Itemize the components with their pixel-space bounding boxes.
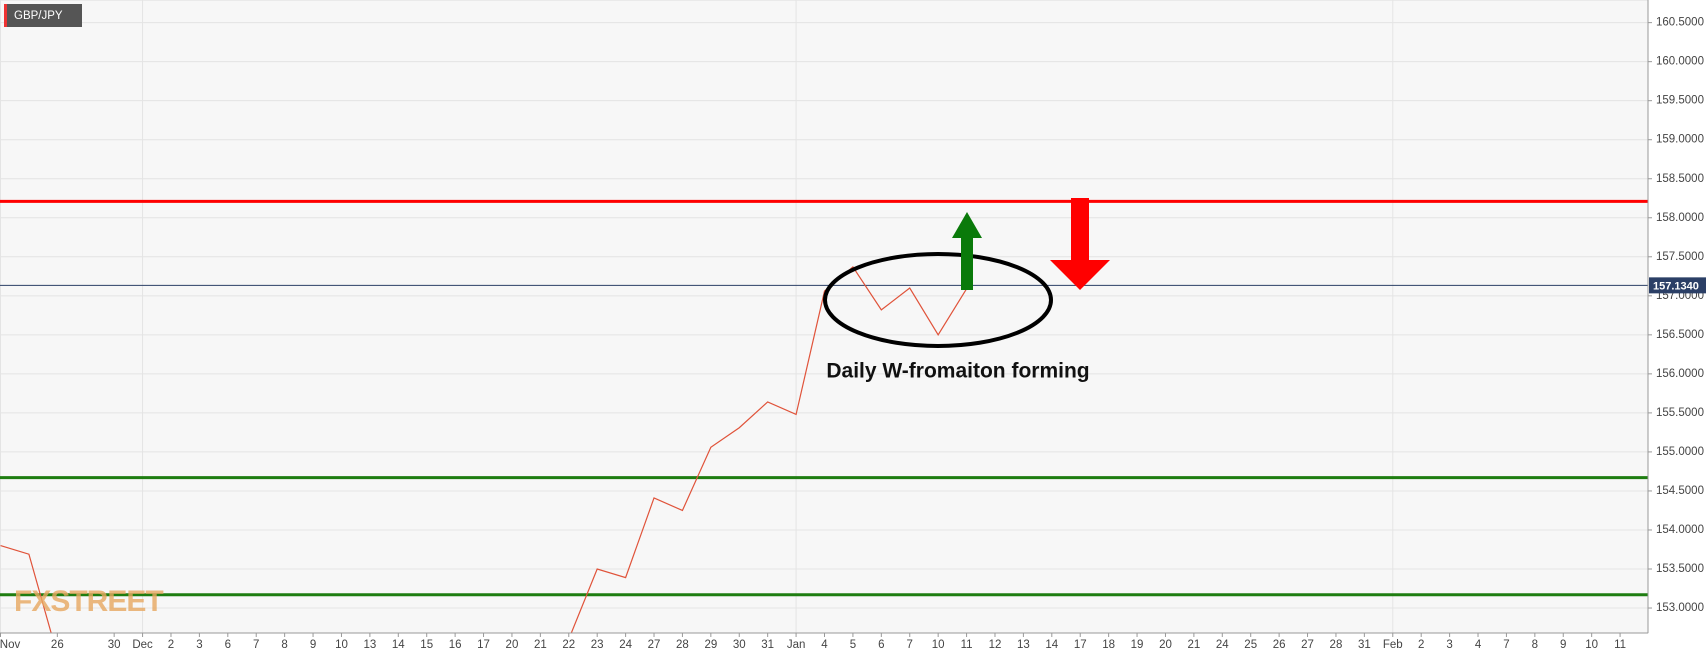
x-tick-label: 8 <box>281 639 287 651</box>
x-tick-label: 6 <box>878 639 884 651</box>
x-tick-label: 20 <box>506 639 519 651</box>
w-pattern-ellipse <box>823 252 1053 348</box>
x-tick-label: Feb <box>1383 639 1403 651</box>
x-tick-label: 25 <box>1244 639 1257 651</box>
x-tick-label: 8 <box>1532 639 1538 651</box>
x-tick-label: 26 <box>51 639 64 651</box>
series <box>0 266 968 633</box>
levels <box>0 199 1648 597</box>
x-tick-label: 16 <box>449 639 462 651</box>
x-tick-label: 14 <box>392 639 405 651</box>
x-tick-label: 17 <box>1074 639 1087 651</box>
x-tick-label: 15 <box>420 639 433 651</box>
x-tick-label: 17 <box>477 639 490 651</box>
y-tick-label: 153.5000 <box>1656 563 1704 575</box>
x-tick-label: Jan <box>787 639 806 651</box>
y-tick-label: 155.5000 <box>1656 407 1704 419</box>
x-tick-label: 27 <box>1301 639 1314 651</box>
chart-title: GBP/JPY <box>14 10 63 22</box>
y-tick-label: 157.5000 <box>1656 251 1704 263</box>
x-tick-label: 10 <box>335 639 348 651</box>
x-tick-label: 29 <box>704 639 717 651</box>
x-tick-label: 30 <box>108 639 121 651</box>
x-tick-label: 10 <box>1585 639 1598 651</box>
x-tick-label: 24 <box>619 639 632 651</box>
up-arrow <box>952 212 982 290</box>
price-line <box>0 266 968 633</box>
x-tick-label: 13 <box>1017 639 1030 651</box>
x-tick-label: 11 <box>1614 639 1626 651</box>
x-tick-label: 23 <box>591 639 604 651</box>
x-tick-label: 26 <box>1273 639 1286 651</box>
x-tick-label: Dec <box>132 639 153 651</box>
y-tick-label: 158.5000 <box>1656 173 1704 185</box>
y-tick-label: 160.5000 <box>1656 17 1704 29</box>
x-tick-label: 7 <box>907 639 913 651</box>
x-tick-label: 5 <box>850 639 856 651</box>
x-tick-label: 19 <box>1131 639 1144 651</box>
y-tick-label: 159.0000 <box>1656 134 1704 146</box>
x-tick-label: 21 <box>1187 639 1200 651</box>
x-tick-label: Nov <box>0 639 20 651</box>
x-tick-label: 11 <box>961 639 973 651</box>
x-tick-label: 7 <box>1503 639 1509 651</box>
x-tick-label: 2 <box>1418 639 1424 651</box>
x-tick-label: 27 <box>648 639 661 651</box>
y-tick-label: 154.5000 <box>1656 485 1704 497</box>
symbol-badge-stripe <box>4 4 7 27</box>
y-tick-label: 156.5000 <box>1656 329 1704 341</box>
x-tick-label: 24 <box>1216 639 1229 651</box>
x-tick-label: 6 <box>225 639 231 651</box>
current-price-badge <box>1649 277 1706 294</box>
down-arrow <box>1050 198 1110 290</box>
plot-area <box>0 0 1649 634</box>
x-tick-label: 2 <box>168 639 174 651</box>
x-tick-label: 21 <box>534 639 547 651</box>
y-tick-label: 153.0000 <box>1656 602 1704 614</box>
x-tick-label: 4 <box>821 639 828 651</box>
x-tick-label: 13 <box>363 639 376 651</box>
y-tick-label: 159.5000 <box>1656 95 1704 107</box>
current-price-label: 157.1340 <box>1653 280 1699 292</box>
x-tick-label: 20 <box>1159 639 1172 651</box>
x-tick-label: 30 <box>733 639 746 651</box>
x-tick-label: 18 <box>1102 639 1115 651</box>
x-tick-label: 12 <box>989 639 1002 651</box>
x-tick-label: 28 <box>1330 639 1343 651</box>
symbol-badge <box>4 4 82 27</box>
x-tick-label: 4 <box>1475 639 1482 651</box>
logo: FXSTREET <box>14 585 163 618</box>
x-tick-label: 9 <box>310 639 316 651</box>
x-tick-label: 10 <box>932 639 945 651</box>
x-tick-label: 3 <box>196 639 202 651</box>
y-tick-label: 155.0000 <box>1656 446 1704 458</box>
x-tick-label: 31 <box>761 639 774 651</box>
x-tick-label: 22 <box>562 639 575 651</box>
grid <box>0 0 1648 633</box>
annotation: Daily W-fromaiton forming <box>826 360 1089 383</box>
x-tick-label: 9 <box>1560 639 1566 651</box>
y-tick-label: 154.0000 <box>1656 524 1704 536</box>
x-tick-label: 7 <box>253 639 259 651</box>
x-tick-label: 3 <box>1446 639 1452 651</box>
y-tick-label: 156.0000 <box>1656 368 1704 380</box>
x-tick-label: 14 <box>1045 639 1058 651</box>
x-tick-label: 31 <box>1358 639 1371 651</box>
y-tick-label: 160.0000 <box>1656 56 1704 68</box>
x-tick-label: 28 <box>676 639 689 651</box>
y-tick-label: 158.0000 <box>1656 212 1704 224</box>
